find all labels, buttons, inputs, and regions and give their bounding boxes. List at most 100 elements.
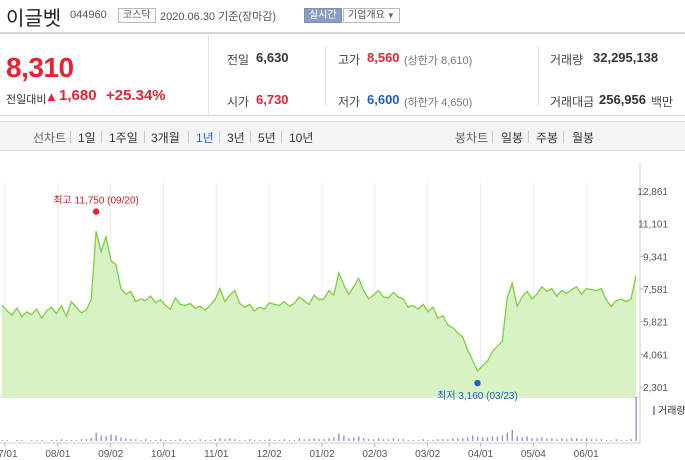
volume-bar xyxy=(521,437,523,441)
y-tick-label: 7,581 xyxy=(643,285,668,296)
volume-bar xyxy=(273,440,276,441)
volume-bar xyxy=(362,438,365,441)
volume-bar xyxy=(422,439,424,441)
volume-legend-label: 거래량 xyxy=(658,405,685,417)
volume-bar xyxy=(402,439,405,441)
x-tick-label: 09/02 xyxy=(98,449,123,460)
volume-bar xyxy=(234,439,236,441)
volume-bar xyxy=(471,435,474,441)
divider xyxy=(563,131,564,143)
volume-bar xyxy=(16,440,18,441)
tab-weekly-candle[interactable]: 주봉 xyxy=(536,131,559,145)
volume-bar xyxy=(397,439,400,441)
volume-bar xyxy=(145,439,147,441)
price-line xyxy=(1,230,637,373)
volume-bar xyxy=(110,434,112,441)
volume-bar xyxy=(31,440,33,441)
volume-bar xyxy=(481,437,484,441)
company-info-button[interactable]: 기업개요 ▼ xyxy=(343,8,400,23)
volume-bar xyxy=(590,439,593,441)
volume-bar xyxy=(328,438,330,441)
volume-bar xyxy=(179,439,182,441)
volume-bar xyxy=(427,440,429,441)
volume-bar xyxy=(620,440,622,441)
y-tick-label: 2,301 xyxy=(643,383,668,394)
price-chart[interactable]: 12,861 11,101 9,341 7,581 5,821 4,061 2,301 07… xyxy=(0,151,685,460)
low-label: 저가 xyxy=(338,95,361,109)
high-annotation: 최고 11,750 (09/20) xyxy=(53,195,139,207)
company-info-label: 기업개요 xyxy=(348,10,385,21)
volume-bar xyxy=(417,440,419,441)
quote-date: 2020.06.30 기준(장마감) xyxy=(160,8,276,24)
tab-3month[interactable]: 3개월 xyxy=(151,131,180,145)
tab-5year[interactable]: 5년 xyxy=(258,131,276,145)
volume-bar xyxy=(140,440,142,441)
volume-bar xyxy=(75,440,78,441)
volume-bar xyxy=(293,440,296,441)
volume-bar xyxy=(575,438,578,441)
volume-bar xyxy=(115,435,117,441)
x-tick-label: 03/02 xyxy=(415,449,440,460)
volume-bar xyxy=(605,440,608,441)
low-value: 6,600 xyxy=(367,92,400,107)
volume-bar xyxy=(546,438,548,441)
volume-bar xyxy=(358,436,360,441)
volume-bar xyxy=(536,438,538,441)
stock-header: 이글벳 044960 코스닥 2020.06.30 기준(장마감) 실시간 기업… xyxy=(0,0,685,32)
tab-monthly-candle[interactable]: 월봉 xyxy=(572,131,595,145)
volume-bar xyxy=(288,440,291,441)
realtime-badge: 실시간 xyxy=(304,8,342,23)
divider xyxy=(250,131,251,143)
volume-bar xyxy=(105,436,107,441)
volume-value: 32,295,138 xyxy=(593,50,659,65)
volume-bar xyxy=(254,440,256,441)
volume-bar xyxy=(457,438,459,441)
divider xyxy=(325,46,326,106)
divider xyxy=(219,131,220,143)
tab-daily-candle[interactable]: 일봉 xyxy=(501,131,524,145)
volume-bar xyxy=(343,435,345,441)
volume-bar xyxy=(209,440,211,441)
volume-bar xyxy=(95,432,97,441)
x-tick-label: 02/03 xyxy=(362,449,387,460)
volume-bar xyxy=(194,440,196,441)
price-change: 1,680 xyxy=(59,87,97,104)
volume-bar xyxy=(21,440,23,441)
volume-bar xyxy=(318,439,320,441)
price-change-percent: +25.34% xyxy=(106,87,166,104)
volume-bar xyxy=(100,435,102,441)
tab-10year[interactable]: 10년 xyxy=(289,131,314,145)
volume-bar xyxy=(496,436,499,441)
current-price: 8,310 xyxy=(6,52,74,83)
high-value: 8,560 xyxy=(367,50,400,65)
x-tick-label: 07/01 xyxy=(0,449,18,460)
volume-bar xyxy=(169,440,172,441)
volume-bar xyxy=(125,438,127,441)
tab-1week[interactable]: 1주일 xyxy=(109,131,138,145)
volume-bar xyxy=(511,430,513,441)
volume-bar xyxy=(308,439,310,441)
volume-bar xyxy=(130,439,132,441)
volume-bar xyxy=(149,440,152,441)
volume-bar xyxy=(462,438,464,441)
volume-bar xyxy=(313,438,315,441)
price-area-fill xyxy=(2,231,636,397)
volume-bar xyxy=(70,440,73,441)
tab-1day[interactable]: 1일 xyxy=(78,131,96,145)
volume-bar xyxy=(249,439,251,441)
y-tick-label: 4,061 xyxy=(643,350,668,361)
volume-bar xyxy=(214,439,216,441)
volume-bar xyxy=(50,440,53,441)
volume-bar xyxy=(283,439,286,441)
date-value: 2020.06.30 xyxy=(160,11,216,23)
tab-3year[interactable]: 3년 xyxy=(227,131,245,145)
x-tick-label: 06/01 xyxy=(574,449,599,460)
volume-bar xyxy=(486,437,489,441)
low-point-marker xyxy=(474,379,481,387)
volume-bar xyxy=(244,440,246,441)
volume-bar xyxy=(442,439,444,441)
divider xyxy=(538,46,539,106)
volume-bar xyxy=(452,438,454,441)
volume-bar xyxy=(437,439,439,441)
tab-1year[interactable]: 1년 xyxy=(196,131,214,145)
